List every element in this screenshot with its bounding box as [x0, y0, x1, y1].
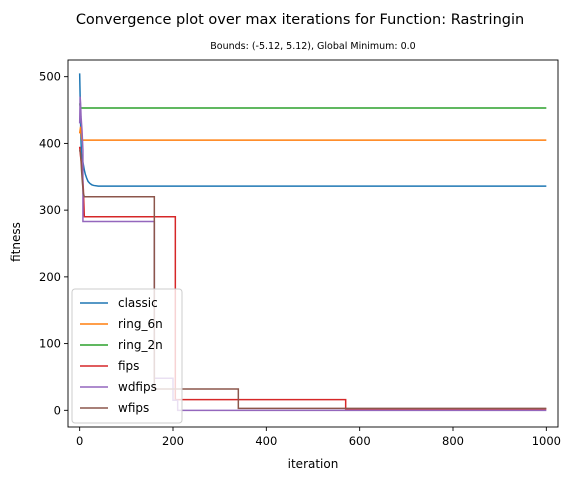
- legend-label-fips: fips: [118, 359, 139, 373]
- y-tick-label: 0: [54, 403, 61, 417]
- series-line-wfips: [78, 149, 547, 410]
- chart-title: Convergence plot over max iterations for…: [76, 12, 524, 28]
- tick-labels: 0 200 400 600 800 1000 0 100 200 300 400 500: [39, 70, 561, 448]
- x-tick-label: 200: [162, 434, 184, 448]
- legend-label-ring-2n: ring_2n: [118, 338, 163, 352]
- series-layer: [78, 73, 547, 412]
- x-tick-label: 600: [349, 434, 371, 448]
- legend-label-classic: classic: [118, 296, 158, 310]
- series-line-ring-6n: [78, 126, 547, 141]
- legend-box: [71, 288, 183, 424]
- x-tick-label: 1000: [532, 434, 561, 448]
- x-tick-label: 0: [76, 434, 83, 448]
- x-axis-label: iteration: [288, 457, 339, 471]
- y-tick-label: 500: [39, 70, 61, 84]
- axes: [64, 59, 559, 431]
- y-axis-label: fitness: [9, 222, 23, 262]
- y-tick-label: 200: [39, 270, 61, 284]
- y-tick-label: 100: [39, 337, 61, 351]
- plot-frame: [67, 59, 559, 428]
- series-line-ring-2n: [78, 103, 547, 109]
- series-line-classic: [78, 73, 547, 187]
- x-tick-label: 800: [442, 434, 464, 448]
- y-tick-label: 300: [39, 203, 61, 217]
- legend-label-wdfips: wdfips: [118, 380, 157, 394]
- legend-label-wfips: wfips: [118, 401, 149, 415]
- chart-subtitle: Bounds: (-5.12, 5.12), Global Minimum: 0…: [210, 41, 415, 52]
- y-tick-label: 400: [39, 136, 61, 150]
- legend-label-ring-6n: ring_6n: [118, 317, 163, 331]
- x-tick-label: 400: [255, 434, 277, 448]
